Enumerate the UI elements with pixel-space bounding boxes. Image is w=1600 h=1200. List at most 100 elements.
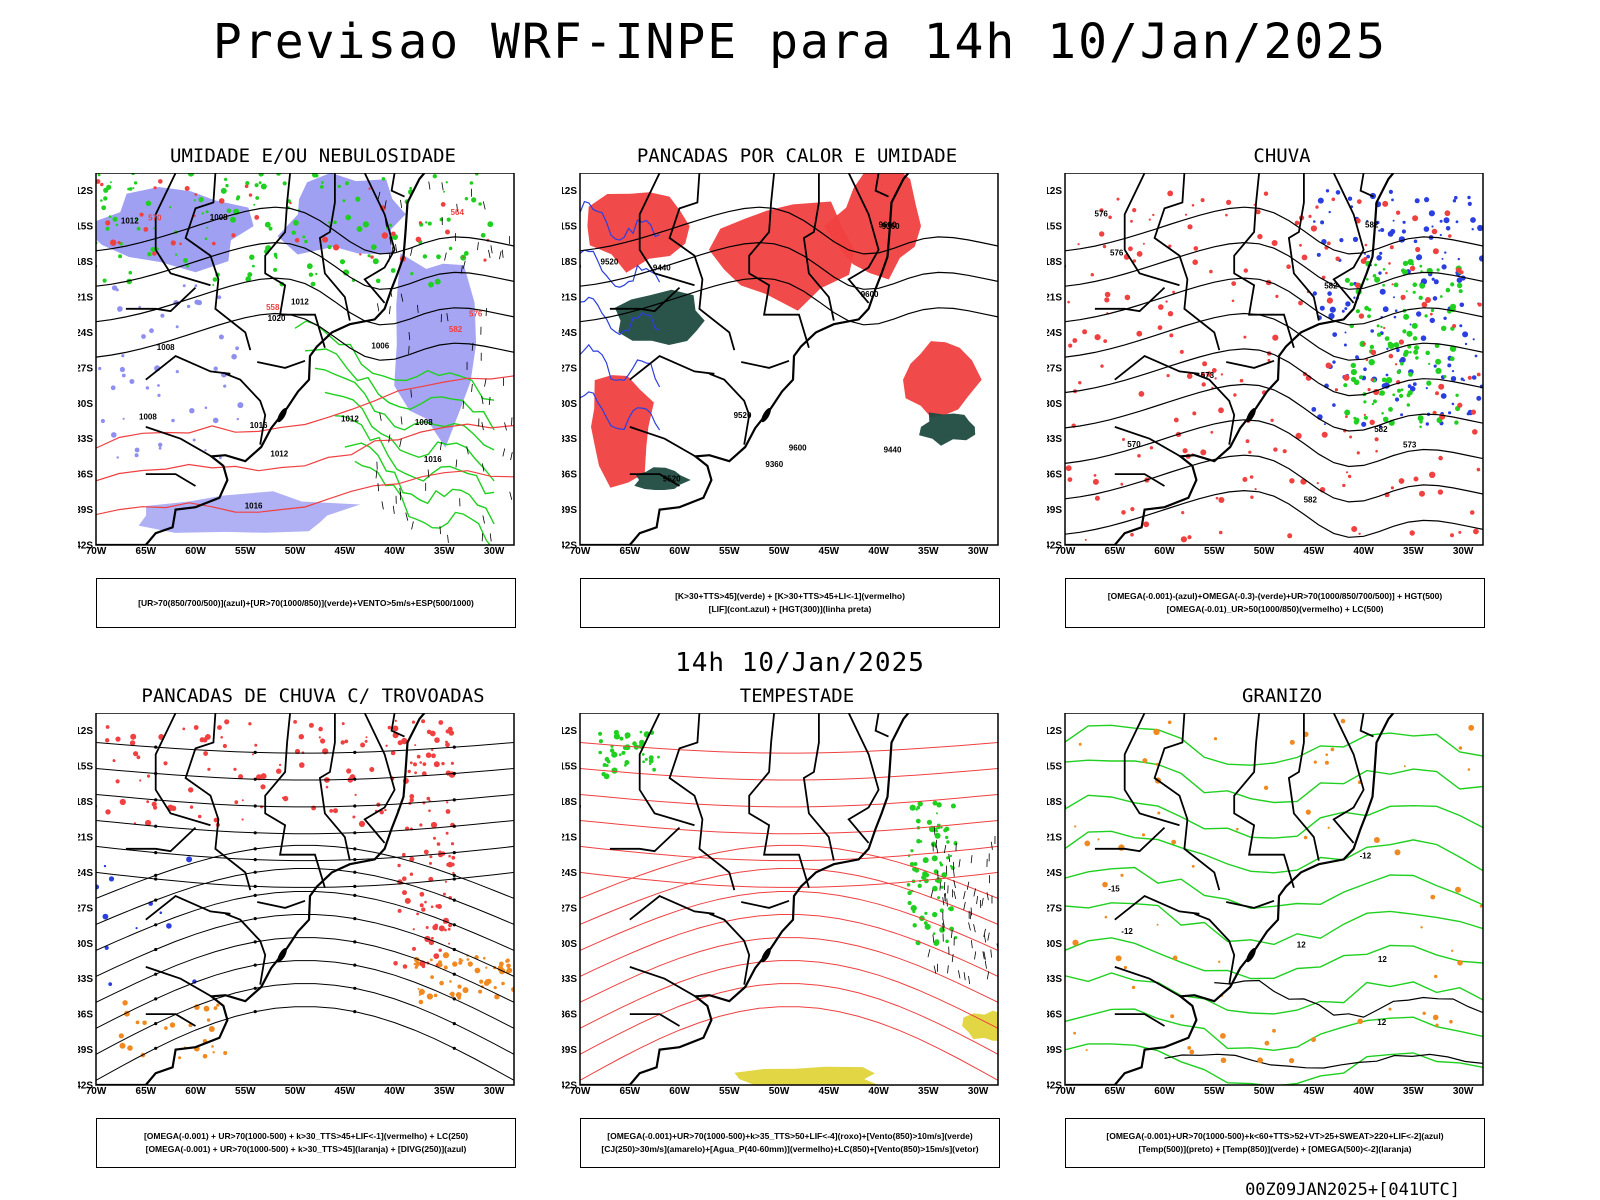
rain-speckle-red: [1458, 530, 1462, 534]
streamline: [96, 845, 514, 862]
latitude-label: 15S: [78, 762, 93, 773]
humidity-speckle-blue: [157, 384, 160, 387]
humidity-speckle-green: [252, 264, 255, 268]
omega-speckle-orange: [1191, 864, 1195, 868]
humidity-speckle-green: [128, 270, 133, 275]
map-canvas[interactable]: 12S 15S 18S 21S 24S 27S 30S 33S 36S 39S 42S70W 65W 6…: [562, 713, 1022, 1113]
storm-speckle-red: [308, 722, 314, 728]
streamline-arrow: [253, 884, 257, 888]
lif-contour-blue: [580, 296, 660, 336]
map-canvas[interactable]: 582 582 576 573 570 573 576 582 582 12S 15S 18S 21S 2…: [1047, 173, 1507, 573]
temp850-contour-green: [1065, 794, 1483, 839]
storm-speckle-orange: [466, 958, 470, 961]
storm-speckle-red: [119, 798, 126, 806]
rain-speckle-red: [1200, 198, 1205, 203]
storm-speckle-red: [354, 793, 357, 796]
wind-vector: [983, 934, 987, 943]
state-border: [184, 173, 252, 351]
rain-speckle-blue: [1425, 387, 1428, 390]
panel-pancadas-calor[interactable]: PANCADAS POR CALOR E UMIDADE [K>30+TTS>4…: [562, 145, 1032, 628]
map-layer: -12 -12 -15 12 12 12: [1065, 713, 1483, 1085]
storm-speckle-red: [139, 779, 142, 782]
storm-speckle-red: [213, 817, 219, 823]
streamline-arrow: [452, 873, 456, 877]
wind-vector: [477, 242, 479, 251]
streamline-arrow: [253, 831, 257, 835]
map-canvas[interactable]: 9600960095209520952094409440936093609600…: [562, 173, 1022, 573]
rain-speckle-red: [1301, 254, 1308, 261]
panel-trovoadas[interactable]: PANCADAS DE CHUVA C/ TROVOADAS [OMEGA(-0…: [78, 685, 548, 1168]
longitude-label: 50W: [769, 1086, 790, 1097]
rain-speckle-red: [1415, 246, 1421, 253]
wind-vector: [408, 345, 410, 354]
rain-speckle-red: [1200, 372, 1206, 377]
rain-speckle-red: [1214, 377, 1217, 380]
wind-speckle-green: [934, 832, 941, 839]
rain-speckle-green: [1363, 415, 1368, 420]
rain-speckle-red: [1282, 449, 1287, 454]
humidity-speckle-blue: [219, 456, 222, 460]
contour-label: 12: [1377, 1018, 1386, 1027]
rain-speckle-blue: [1319, 305, 1325, 311]
wind-speckle-green: [641, 753, 645, 756]
panel-granizo[interactable]: GRANIZO [OMEGA(-0.001)+UR>70(1000-500)+k…: [1047, 685, 1517, 1168]
wind-vector: [942, 897, 945, 906]
map-canvas[interactable]: 12S 15S 18S 21S 24S 27S 30S 33S 36S 39S 42S70W 65W 6…: [78, 713, 538, 1113]
rain-speckle-red: [1132, 208, 1137, 213]
jet-area-yellow: [734, 1066, 879, 1085]
storm-speckle-red: [341, 722, 345, 726]
storm-speckle-red: [430, 905, 434, 909]
wind-speckle-green: [935, 829, 938, 832]
storm-speckle-red: [421, 771, 427, 777]
humidity-speckle-red: [117, 241, 121, 245]
wind-speckle-green: [917, 801, 923, 807]
map-canvas[interactable]: 1012 1008 1006 1008 1008 1012 1016 1016 1020 1008…: [78, 173, 538, 573]
storm-speckle-red: [428, 809, 431, 812]
humidity-speckle-green: [108, 215, 112, 218]
omega-speckle-orange: [1430, 894, 1436, 900]
state-border: [709, 912, 751, 985]
latitude-label: 39S: [1047, 505, 1062, 516]
rh-contour-green: [344, 442, 495, 525]
mid-forecast-time: 14h 10/Jan/2025: [675, 648, 925, 678]
streamline-arrow: [253, 870, 257, 874]
omega-speckle-orange: [1085, 1049, 1088, 1052]
panel-umidade[interactable]: UMIDADE E/OU NEBULOSIDADE [UR>70(850/700…: [78, 145, 548, 628]
wind-speckle-green: [923, 921, 928, 925]
rain-speckle-blue: [1390, 228, 1396, 235]
latitude-label: 30S: [562, 939, 577, 950]
rain-speckle-green: [1406, 393, 1411, 398]
longitude-label: 35W: [918, 1086, 939, 1097]
contour-label: 1008: [157, 343, 175, 352]
rain-speckle-red: [1342, 483, 1346, 488]
rain-speckle-red: [1275, 294, 1279, 298]
omega-speckle-orange: [1394, 849, 1401, 856]
storm-speckle-red: [412, 946, 416, 951]
contour-label: 12: [1378, 955, 1387, 964]
state-border: [802, 173, 835, 321]
rain-speckle-red: [1254, 488, 1257, 491]
storm-speckle-red: [293, 720, 297, 724]
humidity-speckle-green: [128, 187, 133, 191]
streamline-arrow: [253, 750, 257, 754]
storm-speckle-orange: [413, 962, 416, 966]
state-border: [1094, 286, 1166, 313]
wind-speckle-green: [642, 760, 645, 764]
humidity-speckle-green: [389, 223, 393, 227]
storm-speckle-orange: [483, 980, 490, 986]
storm-speckle-red: [146, 774, 151, 778]
state-border: [847, 173, 880, 304]
wind-speckle-green: [621, 750, 626, 755]
rain-speckle-blue: [1328, 313, 1335, 320]
humidity-speckle-green: [310, 281, 316, 287]
panel-tempestade[interactable]: TEMPESTADE [OMEGA(-0.001)+UR>70(1000-500…: [562, 685, 1032, 1168]
streamline: [96, 914, 514, 977]
map-canvas[interactable]: -12 -12 -15 12 12 12 12S 15S 18S 21S 24S 27S 30S 33S 3…: [1047, 713, 1507, 1113]
lagoon: [277, 408, 287, 423]
latitude-label: 21S: [1047, 833, 1062, 844]
rain-speckle-red: [1243, 335, 1247, 339]
rain-speckle-red: [1419, 490, 1425, 497]
state-border: [363, 173, 396, 304]
panel-chuva[interactable]: CHUVA [OMEGA(-0.001)-(azul)+OMEGA(-0.3)-…: [1047, 145, 1517, 628]
rain-speckle-green: [1350, 369, 1357, 376]
